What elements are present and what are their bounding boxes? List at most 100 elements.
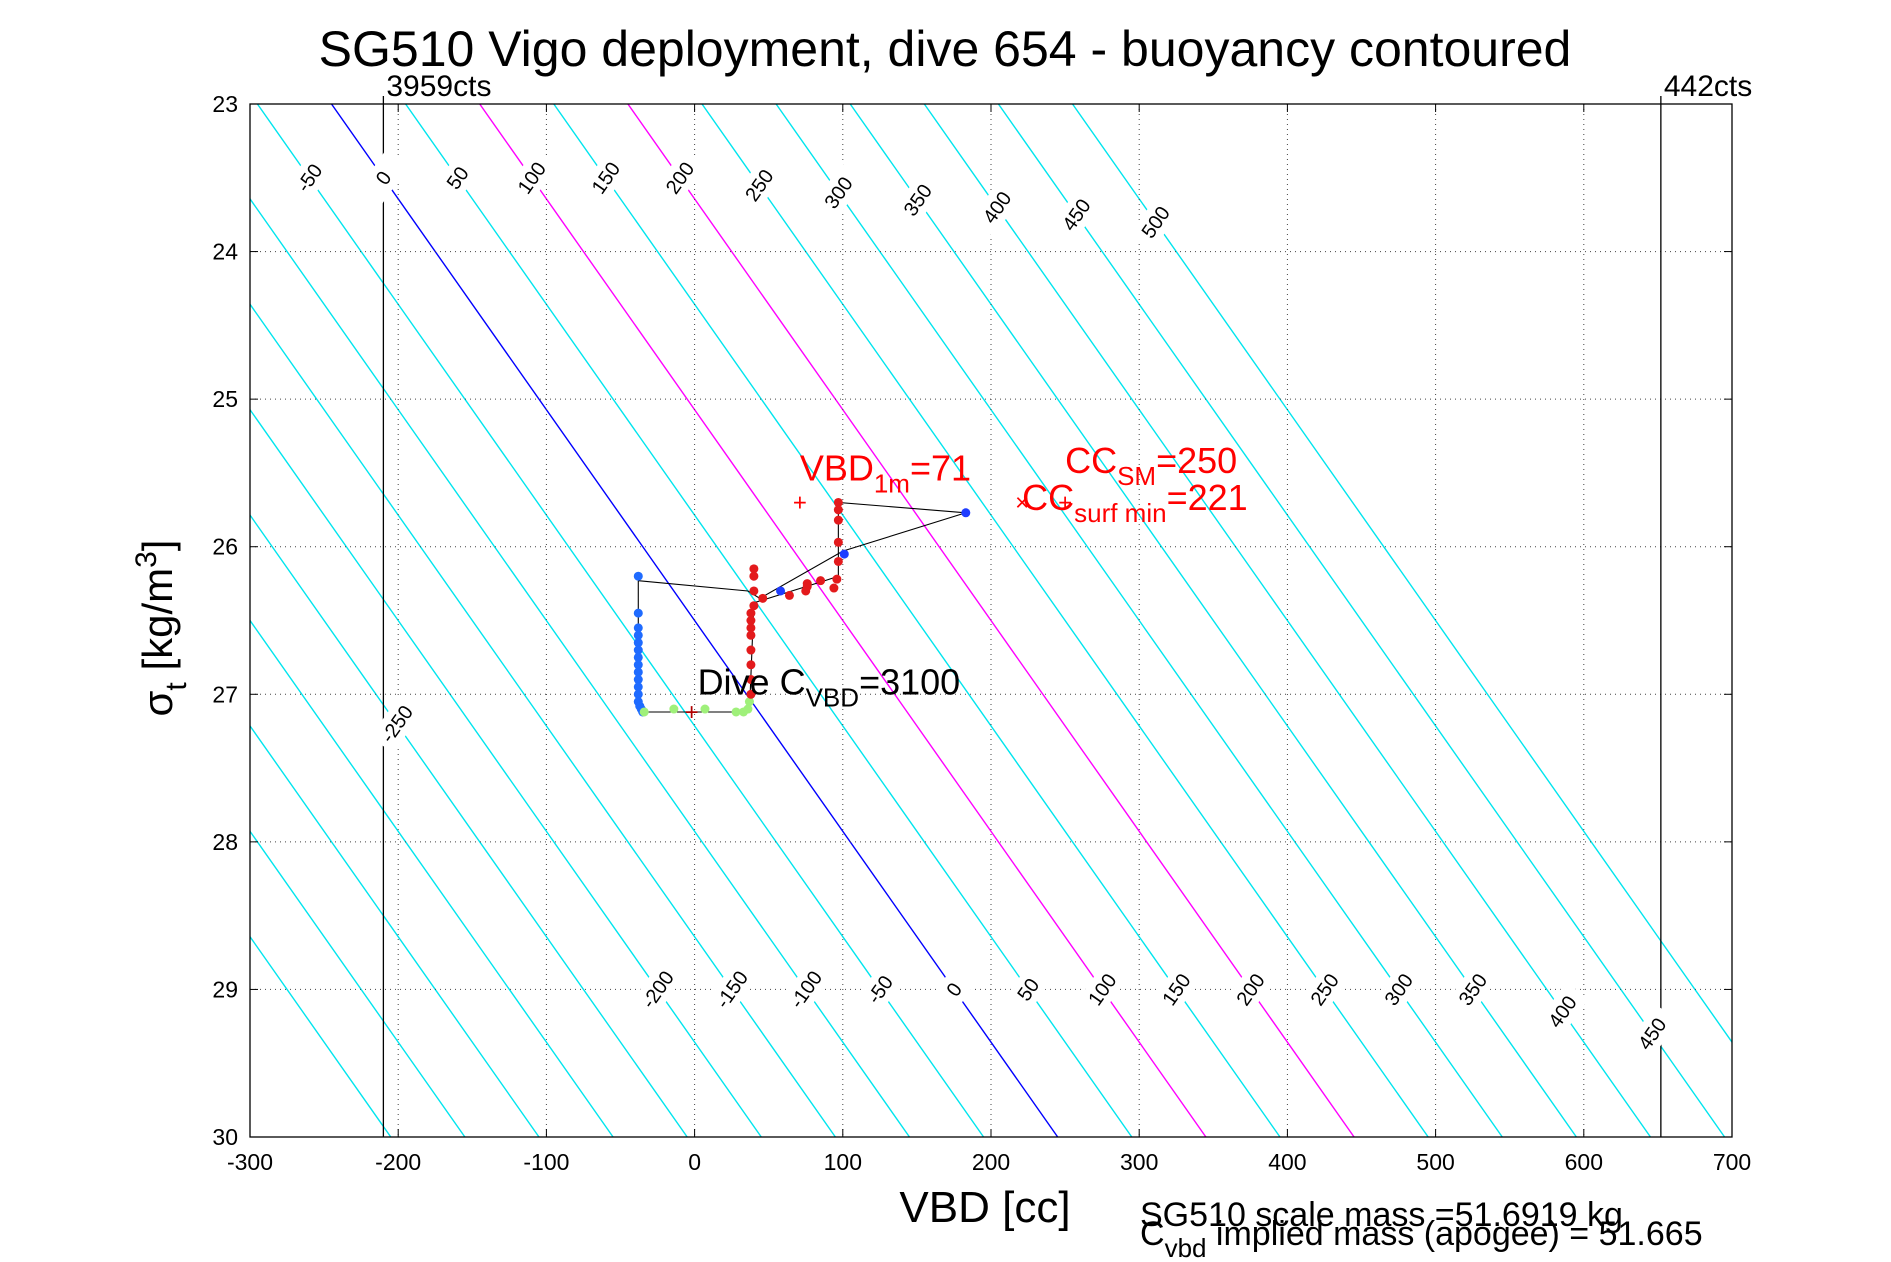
marker-2: × — [1015, 489, 1029, 516]
data-point-2-17 — [816, 576, 826, 586]
contour-line--350 — [250, 724, 540, 1137]
axes: -300 -200 -100 0 100 200 300 400 500 600 700 23 24 25… — [212, 91, 1751, 1175]
contour-line--300 — [250, 619, 614, 1137]
limit-label-0: 3959cts — [386, 70, 491, 103]
x-tick-label-10: 700 — [1713, 1149, 1751, 1175]
marker-1: + — [1058, 489, 1072, 516]
contour-label-bottom-250-bg — [1298, 960, 1351, 1019]
data-point-1-3 — [731, 707, 741, 717]
data-point-2-16 — [802, 579, 812, 589]
data-point-0-8 — [633, 667, 643, 677]
contour-label-top-150-bg — [579, 148, 633, 208]
footer-scale-mass: SG510 scale mass =51.6919 kg — [1140, 1196, 1623, 1234]
data-point-0-9 — [633, 675, 643, 685]
x-tick-label-3: 0 — [688, 1149, 701, 1175]
contour-label-top-500-bg — [1129, 192, 1182, 252]
data-point-1-6 — [744, 697, 754, 707]
data-point-1-0 — [639, 707, 649, 717]
contour-label-bottom-300-bg — [1372, 960, 1425, 1019]
data-point-2-1 — [746, 675, 756, 685]
contour-line-400 — [923, 104, 1652, 1137]
annotation-1: VBD1m=71 — [800, 447, 971, 498]
data-point-0-1 — [633, 608, 643, 618]
data-point-2-24 — [833, 497, 843, 507]
x-tick-label-2: -100 — [523, 1149, 569, 1175]
data-point-0-11 — [633, 689, 643, 699]
y-tick-label-3: 26 — [212, 534, 238, 560]
data-point-2-11 — [749, 564, 759, 574]
data-point-2-3 — [746, 645, 756, 655]
contour-label-top-50-bg — [431, 148, 484, 208]
data-point-2-12 — [758, 593, 768, 603]
data-point-3-0 — [776, 586, 786, 596]
contour-line-100 — [479, 104, 1207, 1137]
data-point-0-6 — [633, 652, 643, 662]
data-point-2-2 — [746, 660, 756, 670]
contour-line--450 — [250, 935, 392, 1137]
contour-lines — [250, 104, 1732, 1137]
x-tick-label-5: 200 — [972, 1149, 1010, 1175]
data-point-2-4 — [746, 630, 756, 640]
contour-line--400 — [250, 830, 466, 1137]
contour-label-bottom-150-bg — [1149, 960, 1203, 1019]
x-tick-label-1: -200 — [375, 1149, 421, 1175]
contour-line-0 — [330, 104, 1059, 1137]
contour-label-top-200-bg — [653, 148, 707, 208]
contour-line--150 — [250, 303, 836, 1137]
contour-label-top-0-bg — [356, 148, 410, 208]
y-tick-label-2: 25 — [212, 386, 238, 412]
contour-line--250 — [250, 513, 688, 1137]
x-tick-label-0: -300 — [227, 1149, 273, 1175]
y-axis-label-text: σt [kg/m3] — [130, 540, 193, 717]
x-tick-label-6: 300 — [1120, 1149, 1158, 1175]
data-point-2-21 — [833, 537, 843, 547]
contour-label-bottom-400-bg — [1535, 982, 1589, 1041]
x-tick-label-8: 500 — [1416, 1149, 1454, 1175]
annotation-3: CCsurf min=221 — [1022, 477, 1248, 528]
contour-label-bottom--150-bg — [705, 960, 759, 1019]
data-point-3-2 — [961, 508, 971, 518]
data-point-2-8 — [749, 601, 759, 611]
data-point-0-7 — [633, 660, 643, 670]
data-point-0-10 — [633, 682, 643, 692]
contour-label-top--250-bg — [370, 694, 424, 754]
chart-title: SG510 Vigo deployment, dive 654 - buoyan… — [319, 21, 1572, 77]
contour-line-350 — [849, 104, 1577, 1137]
x-tick-label-7: 400 — [1268, 1149, 1306, 1175]
y-tick-label-4: 27 — [212, 681, 238, 707]
footer-implied-mass: Cvbd implied mass (apogee) = 51.665 — [1140, 1215, 1703, 1262]
data-point-0-4 — [633, 638, 643, 648]
data-points — [633, 497, 971, 717]
y-axis-label: σt [kg/m3] — [130, 540, 193, 717]
data-point-2-7 — [746, 608, 756, 618]
contour-label-bottom-0-bg — [927, 960, 981, 1019]
contour-label-bottom--100-bg — [779, 960, 833, 1019]
contour-line--200 — [250, 408, 762, 1137]
contour-label-bottom-200-bg — [1223, 960, 1277, 1019]
data-point-0-0 — [633, 571, 643, 581]
data-point-2-5 — [746, 623, 756, 633]
contour-line-250 — [701, 104, 1429, 1137]
data-point-2-0 — [746, 689, 756, 699]
contour-line--50 — [256, 104, 985, 1137]
contour-label-top-450-bg — [1049, 185, 1103, 245]
contour-label-bottom--200-bg — [631, 960, 684, 1019]
contour-label-bottom--50-bg — [853, 960, 907, 1019]
contour-line-150 — [553, 104, 1281, 1137]
data-point-2-19 — [832, 574, 842, 584]
data-point-0-5 — [633, 645, 643, 655]
data-point-2-9 — [749, 586, 759, 596]
contour-label-bottom-50-bg — [1001, 960, 1055, 1019]
y-tick-label-7: 30 — [212, 1124, 238, 1150]
data-point-0-3 — [633, 630, 643, 640]
data-point-3-1 — [839, 549, 849, 559]
limit-label-1: 442cts — [1664, 70, 1752, 103]
data-point-2-22 — [833, 515, 843, 525]
data-point-1-2 — [700, 704, 710, 714]
y-tick-label-1: 24 — [212, 239, 238, 265]
contour-line-450 — [997, 104, 1726, 1137]
contour-label-bottom-350-bg — [1446, 960, 1500, 1019]
